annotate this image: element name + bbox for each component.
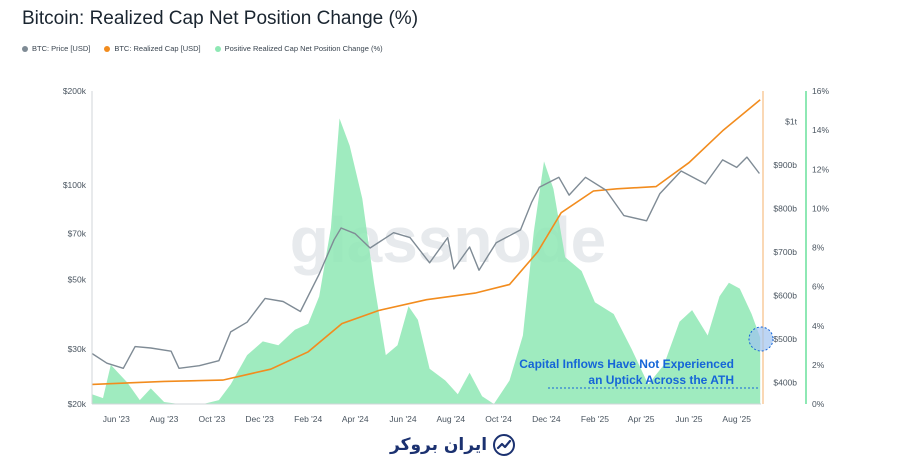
left-tick-label: $100k: [63, 180, 87, 190]
right2-tick-label: 12%: [812, 164, 829, 174]
x-tick-label: Jun '24: [389, 414, 416, 424]
footer-brand: ایران بروکر: [390, 434, 516, 456]
legend-item-position-change[interactable]: Positive Realized Cap Net Position Chang…: [214, 44, 383, 53]
right1-tick-label: $900b: [773, 160, 797, 170]
series-area-position-change: [92, 118, 761, 405]
left-tick-label: $200k: [63, 86, 87, 96]
x-tick-label: Feb '24: [294, 414, 322, 424]
area-layer: [92, 118, 761, 405]
annotation-line-1: Capital Inflows Have Not Experienced: [519, 357, 734, 371]
right1-tick-label: $700b: [773, 247, 797, 257]
right2-tick-label: 14%: [812, 125, 829, 135]
right2-tick-label: 2%: [812, 360, 825, 370]
right1-tick-label: $500b: [773, 334, 797, 344]
right2-tick-label: 16%: [812, 86, 829, 96]
series-line-realized-cap: [91, 99, 761, 386]
right1-tick-label: $600b: [773, 290, 797, 300]
right2-tick-label: 8%: [812, 243, 825, 253]
series-line-price: [91, 156, 760, 369]
x-tick-label: Apr '24: [342, 414, 369, 424]
x-tick-label: Aug '25: [722, 414, 751, 424]
axes-layer: $20k $30k $50k $70k $100k $200k $400b $500b $600…: [63, 86, 830, 424]
brand-name: ایران بروکر: [390, 435, 488, 455]
right2-tick-label: 4%: [812, 321, 825, 331]
annotation-marker-circle: [748, 326, 774, 352]
x-tick-label: Aug '24: [436, 414, 465, 424]
right2-tick-label: 0%: [812, 399, 825, 409]
legend-item-realized-cap[interactable]: BTC: Realized Cap [USD]: [104, 44, 201, 53]
right2-tick-label: 10%: [812, 203, 829, 213]
legend-label-realized-cap: BTC: Realized Cap [USD]: [114, 44, 201, 53]
x-tick-label: Oct '23: [199, 414, 226, 424]
x-tick-label: Dec '23: [245, 414, 274, 424]
x-tick-label: Oct '24: [485, 414, 512, 424]
left-tick-label: $50k: [68, 274, 87, 284]
right2-tick-label: 6%: [812, 282, 825, 292]
chart-title: Bitcoin: Realized Cap Net Position Chang…: [22, 8, 419, 29]
x-tick-label: Dec '24: [532, 414, 561, 424]
annotation-text: Capital Inflows Have Not Experienced an …: [510, 356, 734, 388]
legend-item-price[interactable]: BTC: Price [USD]: [22, 44, 90, 53]
legend-label-price: BTC: Price [USD]: [32, 44, 91, 53]
brand-logo-icon: [493, 434, 516, 456]
left-tick-label: $70k: [68, 229, 87, 239]
legend-dot-realized-cap: [104, 45, 111, 52]
legend-dot-position-change: [214, 45, 221, 52]
x-tick-label: Apr '25: [628, 414, 655, 424]
right1-tick-label: $1t: [785, 116, 797, 126]
annotation-layer: [548, 326, 774, 389]
chart-legend: BTC: Price [USD] BTC: Realized Cap [USD]…: [22, 44, 383, 53]
right1-tick-label: $400b: [773, 377, 797, 387]
right1-tick-label: $800b: [773, 203, 797, 213]
legend-dot-price: [22, 45, 28, 52]
x-tick-label: Jun '25: [675, 414, 702, 424]
left-tick-label: $30k: [68, 344, 87, 354]
lines-layer: [91, 99, 761, 386]
x-tick-label: Feb '25: [581, 414, 609, 424]
x-tick-label: Aug '23: [150, 414, 179, 424]
left-tick-label: $20k: [68, 399, 87, 409]
annotation-line-2: an Uptick Across the ATH: [588, 373, 734, 387]
legend-label-position-change: Positive Realized Cap Net Position Chang…: [224, 44, 383, 53]
x-tick-label: Jun '23: [103, 414, 130, 424]
